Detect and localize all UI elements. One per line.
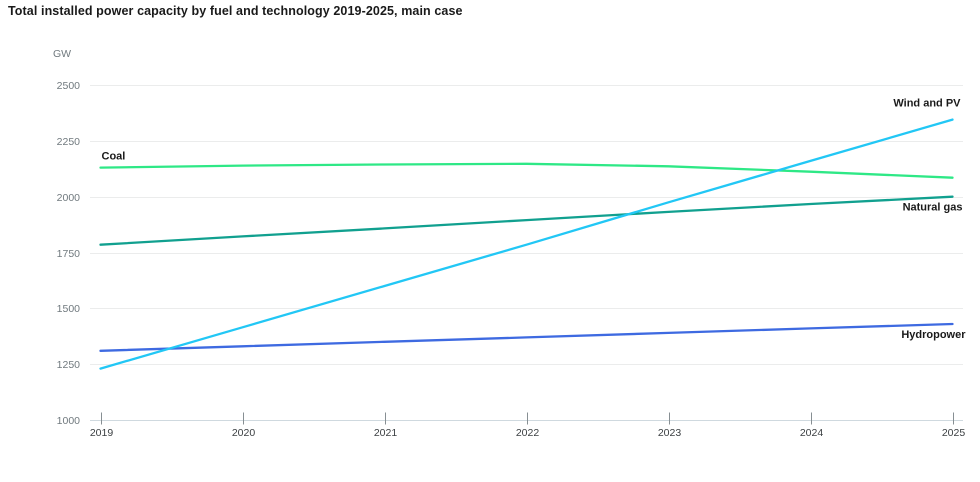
x-tick-label: 2024 bbox=[800, 427, 824, 439]
x-tick-label: 2025 bbox=[942, 427, 966, 439]
series-line-wind-and-pv bbox=[99, 118, 954, 370]
series-line-natural-gas bbox=[99, 195, 954, 246]
series-label-natural-gas: Natural gas bbox=[903, 202, 963, 214]
y-tick-label: 2500 bbox=[57, 80, 81, 92]
x-tick-label: 2019 bbox=[90, 427, 114, 439]
series-label-wind-and-pv: Wind and PV bbox=[893, 98, 961, 110]
series-line-hydropower bbox=[99, 322, 954, 352]
y-tick-label: 1000 bbox=[57, 415, 81, 427]
y-tick-label: 1750 bbox=[57, 248, 81, 260]
x-tick-label: 2021 bbox=[374, 427, 398, 439]
y-tick-label: 2000 bbox=[57, 192, 81, 204]
y-tick-label: 2250 bbox=[57, 136, 81, 148]
y-axis-unit-label: GW bbox=[53, 48, 71, 60]
series-label-hydropower: Hydropower bbox=[901, 329, 966, 341]
gridlines: 1000 1250 1500 1750 2000 2250 2500 bbox=[57, 80, 963, 427]
x-axis: 2019 2020 2021 2022 2023 2024 2025 bbox=[90, 412, 966, 439]
y-tick-label: 1500 bbox=[57, 303, 81, 315]
chart-title: Total installed power capacity by fuel a… bbox=[8, 4, 463, 18]
series-label-coal: Coal bbox=[102, 151, 126, 163]
x-tick-label: 2023 bbox=[658, 427, 682, 439]
x-tick-label: 2020 bbox=[232, 427, 256, 439]
series-line-coal bbox=[99, 162, 954, 179]
y-tick-label: 1250 bbox=[57, 359, 81, 371]
x-tick-label: 2022 bbox=[516, 427, 540, 439]
